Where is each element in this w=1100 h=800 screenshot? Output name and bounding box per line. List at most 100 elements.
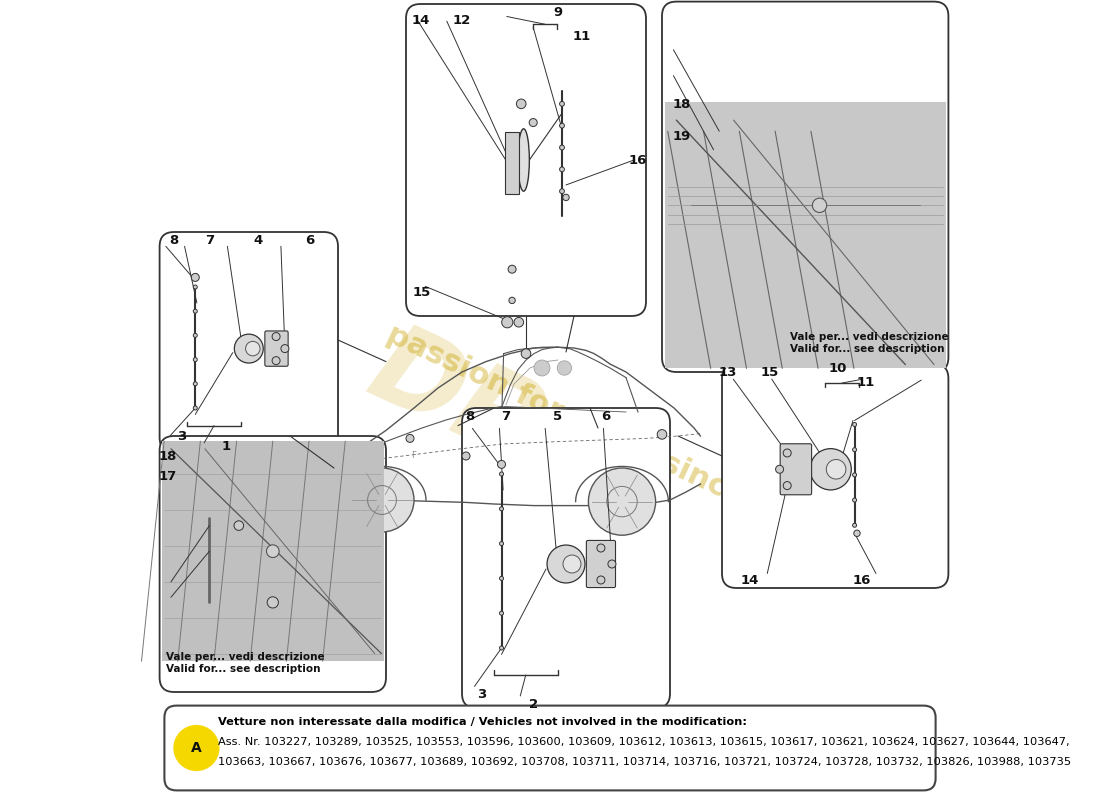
Circle shape [529, 118, 537, 126]
Text: 18: 18 [673, 98, 691, 110]
Text: 12: 12 [453, 14, 471, 26]
FancyBboxPatch shape [160, 232, 338, 452]
Circle shape [597, 576, 605, 584]
Circle shape [560, 123, 564, 128]
Text: Vetture non interessate dalla modifica / Vehicles not involved in the modificati: Vetture non interessate dalla modifica /… [218, 717, 747, 726]
Text: 19: 19 [673, 130, 691, 142]
Circle shape [588, 468, 656, 535]
Text: passion for parts since: passion for parts since [383, 320, 750, 512]
Circle shape [783, 449, 791, 457]
Circle shape [499, 611, 504, 615]
Circle shape [852, 422, 857, 426]
Text: 7: 7 [206, 234, 214, 246]
Circle shape [783, 482, 791, 490]
Circle shape [350, 468, 414, 532]
Text: Vale per... vedi descrizione
Valid for... see description: Vale per... vedi descrizione Valid for..… [166, 652, 324, 674]
Text: A: A [191, 741, 201, 755]
Circle shape [502, 317, 513, 328]
Text: 11: 11 [573, 30, 591, 42]
Circle shape [852, 523, 857, 527]
Circle shape [560, 167, 564, 172]
Circle shape [563, 194, 569, 201]
FancyBboxPatch shape [664, 102, 946, 368]
Circle shape [191, 274, 199, 282]
Text: 6: 6 [306, 234, 315, 246]
Text: 16: 16 [629, 154, 647, 166]
Text: 16: 16 [852, 574, 871, 586]
Text: 3: 3 [177, 430, 187, 442]
Circle shape [194, 309, 197, 313]
Circle shape [267, 597, 278, 608]
Text: 2: 2 [529, 698, 539, 710]
Circle shape [234, 521, 243, 530]
FancyBboxPatch shape [780, 444, 812, 494]
Circle shape [280, 345, 289, 353]
FancyBboxPatch shape [662, 2, 948, 372]
Circle shape [521, 349, 531, 358]
FancyBboxPatch shape [164, 706, 936, 790]
Circle shape [597, 544, 605, 552]
Circle shape [514, 318, 524, 327]
Text: 13: 13 [718, 366, 737, 378]
Text: 8: 8 [465, 410, 474, 422]
Text: F: F [411, 451, 417, 461]
Circle shape [499, 472, 504, 476]
Text: 15: 15 [412, 286, 431, 298]
Text: 8: 8 [169, 234, 178, 246]
FancyBboxPatch shape [586, 541, 616, 587]
Circle shape [462, 452, 470, 460]
Text: 1: 1 [221, 440, 231, 453]
Ellipse shape [518, 129, 529, 191]
Circle shape [534, 360, 550, 376]
Text: 15: 15 [761, 366, 779, 378]
Text: 3: 3 [477, 688, 486, 701]
Text: 14: 14 [740, 574, 759, 586]
Circle shape [560, 102, 564, 106]
FancyBboxPatch shape [406, 4, 646, 316]
Text: 18: 18 [158, 450, 177, 462]
Text: 10: 10 [828, 362, 847, 374]
Circle shape [852, 473, 857, 477]
Circle shape [852, 448, 857, 452]
Circle shape [194, 382, 197, 386]
Circle shape [499, 646, 504, 650]
FancyBboxPatch shape [462, 408, 670, 708]
Circle shape [508, 266, 516, 274]
Circle shape [194, 406, 197, 410]
Text: 4: 4 [253, 234, 263, 246]
Circle shape [854, 530, 860, 537]
Circle shape [852, 498, 857, 502]
Circle shape [499, 542, 504, 546]
Text: DP: DP [353, 314, 556, 486]
FancyBboxPatch shape [265, 331, 288, 366]
Circle shape [194, 334, 197, 338]
Circle shape [813, 198, 827, 213]
Circle shape [234, 334, 263, 363]
Text: 17: 17 [158, 470, 177, 482]
Circle shape [499, 576, 504, 581]
Text: 5: 5 [553, 410, 562, 422]
Circle shape [547, 545, 585, 583]
Circle shape [497, 461, 506, 469]
Circle shape [563, 555, 581, 573]
FancyBboxPatch shape [722, 364, 948, 588]
Circle shape [516, 99, 526, 109]
Circle shape [194, 358, 197, 362]
Text: 7: 7 [502, 410, 510, 422]
FancyBboxPatch shape [162, 441, 384, 662]
Circle shape [272, 357, 280, 365]
Circle shape [560, 145, 564, 150]
Circle shape [558, 361, 572, 375]
Circle shape [509, 298, 515, 304]
Text: 14: 14 [411, 14, 430, 26]
Circle shape [608, 560, 616, 568]
Circle shape [245, 342, 260, 356]
Circle shape [776, 466, 783, 474]
Circle shape [266, 545, 279, 558]
Circle shape [810, 449, 851, 490]
Circle shape [499, 507, 504, 511]
Circle shape [174, 726, 219, 770]
FancyBboxPatch shape [160, 436, 386, 692]
Circle shape [406, 434, 414, 442]
Polygon shape [505, 132, 519, 194]
